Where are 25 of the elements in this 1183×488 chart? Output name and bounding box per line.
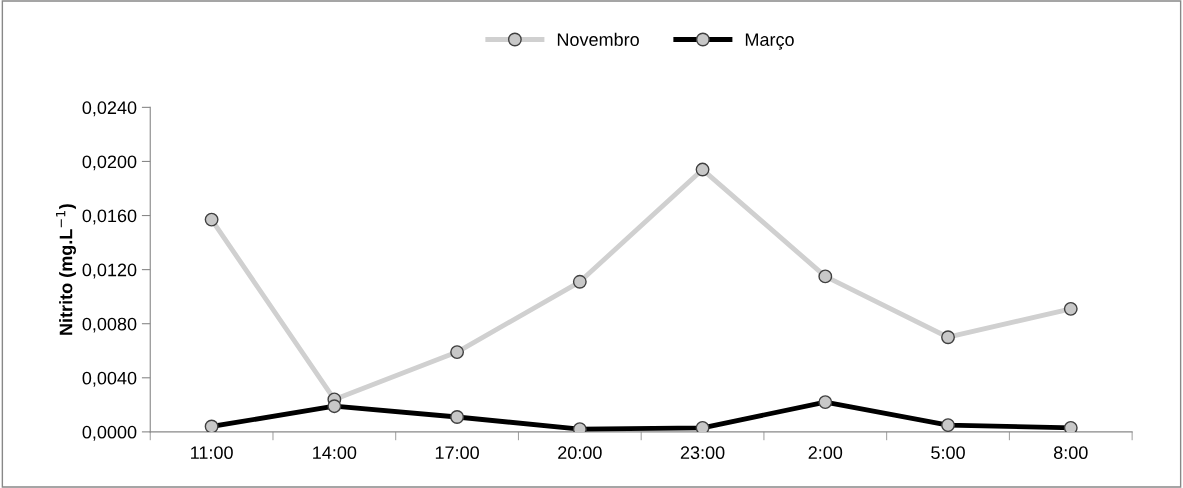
- y-tick-label: 0,0120: [82, 263, 137, 279]
- x-tick-label: 20:00: [558, 446, 602, 460]
- legend-label: Março: [745, 33, 794, 50]
- x-tick-label: 2:00: [808, 446, 843, 460]
- point: [572, 274, 587, 289]
- point: [204, 212, 219, 227]
- y-tick-label: 0,0000: [82, 425, 137, 441]
- point: [818, 269, 833, 284]
- y-tick-label: 0,0040: [82, 371, 137, 387]
- y-tick-label: 0,0080: [82, 317, 137, 333]
- point: [941, 330, 955, 345]
- point: [450, 345, 465, 360]
- x-tick-label: 8:00: [1053, 446, 1088, 460]
- x-tick-label: 14:00: [313, 446, 357, 460]
- y-tick-label: 0,0160: [82, 209, 137, 225]
- x-tick-label: 17:00: [435, 446, 479, 460]
- x-tick-label: 11:00: [191, 446, 233, 460]
- point: [695, 162, 710, 177]
- y-tick-label: 0,0200: [82, 155, 137, 171]
- x-tick-label: 5:00: [931, 446, 965, 460]
- y-tick-label: 0,0240: [82, 101, 137, 117]
- legend-label: Novembro: [557, 32, 639, 47]
- y-axis-title: Nitrito (mg.L$^{−1}$): [56, 204, 76, 335]
- point: [1063, 301, 1078, 316]
- x-tick-label: 23:00: [680, 446, 725, 460]
